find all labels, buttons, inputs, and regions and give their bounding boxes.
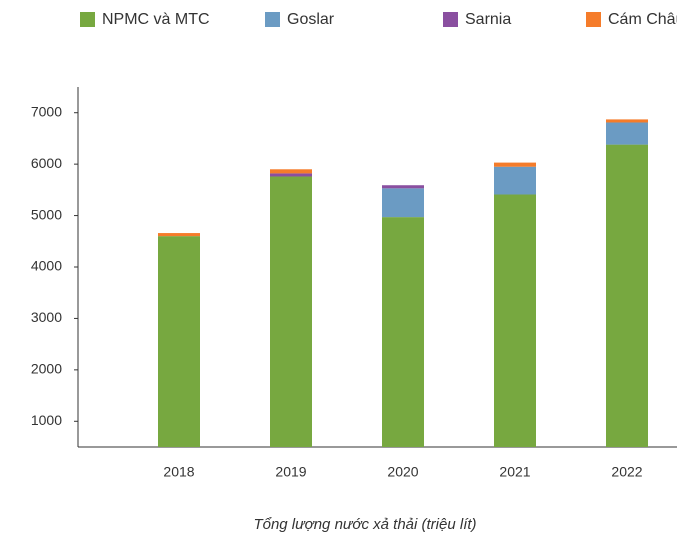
legend-label: Cám Châu: [608, 11, 677, 28]
x-tick-label: 2018: [163, 464, 194, 480]
y-tick-label: 7000: [31, 103, 62, 119]
bar-segment: [270, 173, 312, 177]
legend-swatch: [586, 12, 601, 27]
legend-label: Goslar: [287, 11, 335, 28]
x-tick-label: 2020: [387, 464, 418, 480]
bar-segment: [270, 169, 312, 174]
y-tick-label: 5000: [31, 206, 62, 222]
legend-swatch: [265, 12, 280, 27]
bar-segment: [382, 217, 424, 447]
y-tick-label: 1000: [31, 412, 62, 428]
bar-segment: [158, 236, 200, 447]
bar-segment: [270, 176, 312, 447]
y-tick-label: 6000: [31, 155, 62, 171]
x-tick-label: 2019: [275, 464, 306, 480]
bar-segment: [158, 233, 200, 237]
bar-segment: [606, 119, 648, 123]
legend-label: NPMC và MTC: [102, 11, 210, 28]
legend-swatch: [443, 12, 458, 27]
bar-segment: [606, 144, 648, 447]
x-tick-label: 2021: [499, 464, 530, 480]
y-tick-label: 3000: [31, 309, 62, 325]
y-tick-label: 4000: [31, 258, 62, 274]
y-tick-label: 2000: [31, 361, 62, 377]
legend-label: Sarnia: [465, 11, 511, 28]
caption: Tổng lượng nước xả thải (triệu lít): [253, 516, 476, 533]
legend-swatch: [80, 12, 95, 27]
bar-segment: [606, 122, 648, 145]
bar-segment: [494, 162, 536, 167]
bar-segment: [382, 185, 424, 189]
bar-segment: [494, 166, 536, 195]
x-tick-label: 2022: [611, 464, 642, 480]
bar-segment: [494, 194, 536, 447]
bar-segment: [382, 188, 424, 218]
